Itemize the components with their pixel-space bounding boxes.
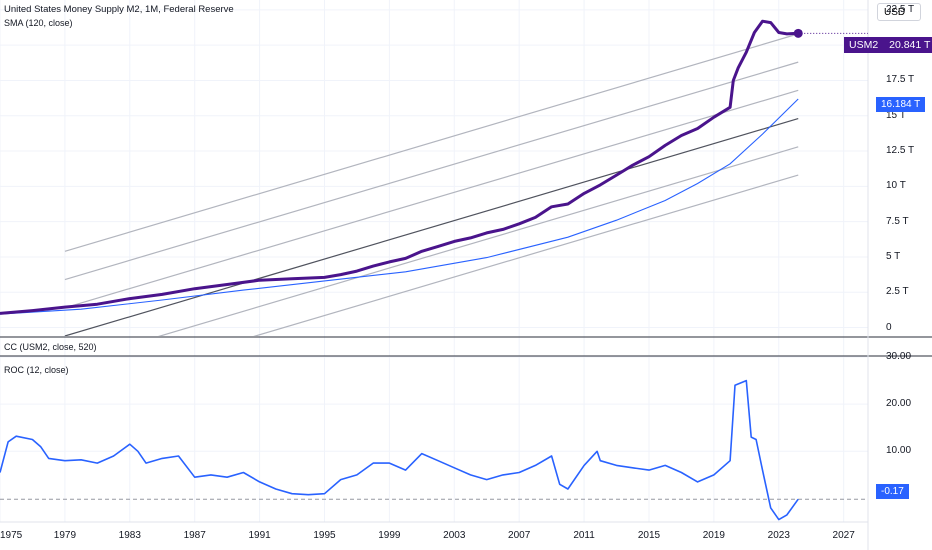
roc-value-tag: -0.17 bbox=[876, 484, 909, 499]
channel-band-line bbox=[64, 61, 799, 281]
channel-mid-line bbox=[64, 118, 799, 336]
y-tick-label: 0 bbox=[886, 321, 892, 333]
y-tick-label: 5 T bbox=[886, 250, 901, 262]
y-tick-label: 22.5 T bbox=[886, 3, 915, 15]
sma-price-tag: 16.184 T bbox=[876, 97, 926, 112]
x-tick-label: 2027 bbox=[832, 530, 855, 541]
x-tick-label: 1999 bbox=[378, 530, 401, 541]
x-tick-label: 2019 bbox=[702, 530, 725, 541]
roc-layer bbox=[0, 379, 868, 521]
channel-band-line bbox=[64, 89, 799, 309]
x-tick-label: 2015 bbox=[637, 530, 661, 541]
m2-tag-name: USM2 bbox=[849, 39, 879, 51]
roc-tick-label: 10.00 bbox=[886, 445, 912, 457]
sma-legend[interactable]: SMA (120, close) bbox=[4, 18, 73, 28]
roc-legend[interactable]: ROC (12, close) bbox=[4, 365, 69, 375]
currency-selector[interactable]: USD bbox=[877, 3, 921, 21]
x-tick-label: 1975 bbox=[0, 530, 23, 541]
x-tick-label: 1991 bbox=[248, 530, 271, 541]
x-tick-label: 1983 bbox=[118, 530, 141, 541]
x-tick-label: 2007 bbox=[508, 530, 531, 541]
roc-line bbox=[0, 379, 799, 521]
correlation-channel bbox=[64, 33, 799, 336]
y-tick-label: 2.5 T bbox=[886, 286, 909, 298]
grid bbox=[0, 0, 868, 522]
channel-band-line bbox=[253, 174, 799, 336]
m2-price-tag: USM2 20.841 T bbox=[844, 37, 932, 53]
x-tick-label: 1979 bbox=[53, 530, 77, 541]
x-tick-label: 1987 bbox=[183, 530, 206, 541]
x-tick-label: 2023 bbox=[767, 530, 790, 541]
chart-title: United States Money Supply M2, 1M, Feder… bbox=[4, 4, 234, 15]
y-tick-label: 7.5 T bbox=[886, 215, 909, 227]
y-tick-label: 12.5 T bbox=[886, 145, 915, 157]
x-tick-label: 1995 bbox=[313, 530, 336, 541]
channel-band-line bbox=[158, 146, 799, 336]
cc-legend[interactable]: CC (USM2, close, 520) bbox=[4, 342, 97, 352]
x-tick-label: 2011 bbox=[573, 530, 595, 541]
y-tick-label: 17.5 T bbox=[886, 74, 915, 86]
channel-band-line bbox=[64, 33, 799, 252]
roc-tick-label: 20.00 bbox=[886, 398, 912, 410]
y-tick-label: 15 T bbox=[886, 109, 906, 121]
m2-line bbox=[0, 19, 799, 315]
roc-tick-label: 30.00 bbox=[886, 351, 912, 362]
m2-last-point bbox=[793, 28, 803, 38]
series-layer bbox=[0, 19, 868, 315]
y-tick-label: 10 T bbox=[886, 180, 906, 192]
x-tick-label: 2003 bbox=[443, 530, 466, 541]
m2-tag-value: 20.841 T bbox=[889, 39, 931, 51]
sma-line bbox=[0, 98, 799, 315]
